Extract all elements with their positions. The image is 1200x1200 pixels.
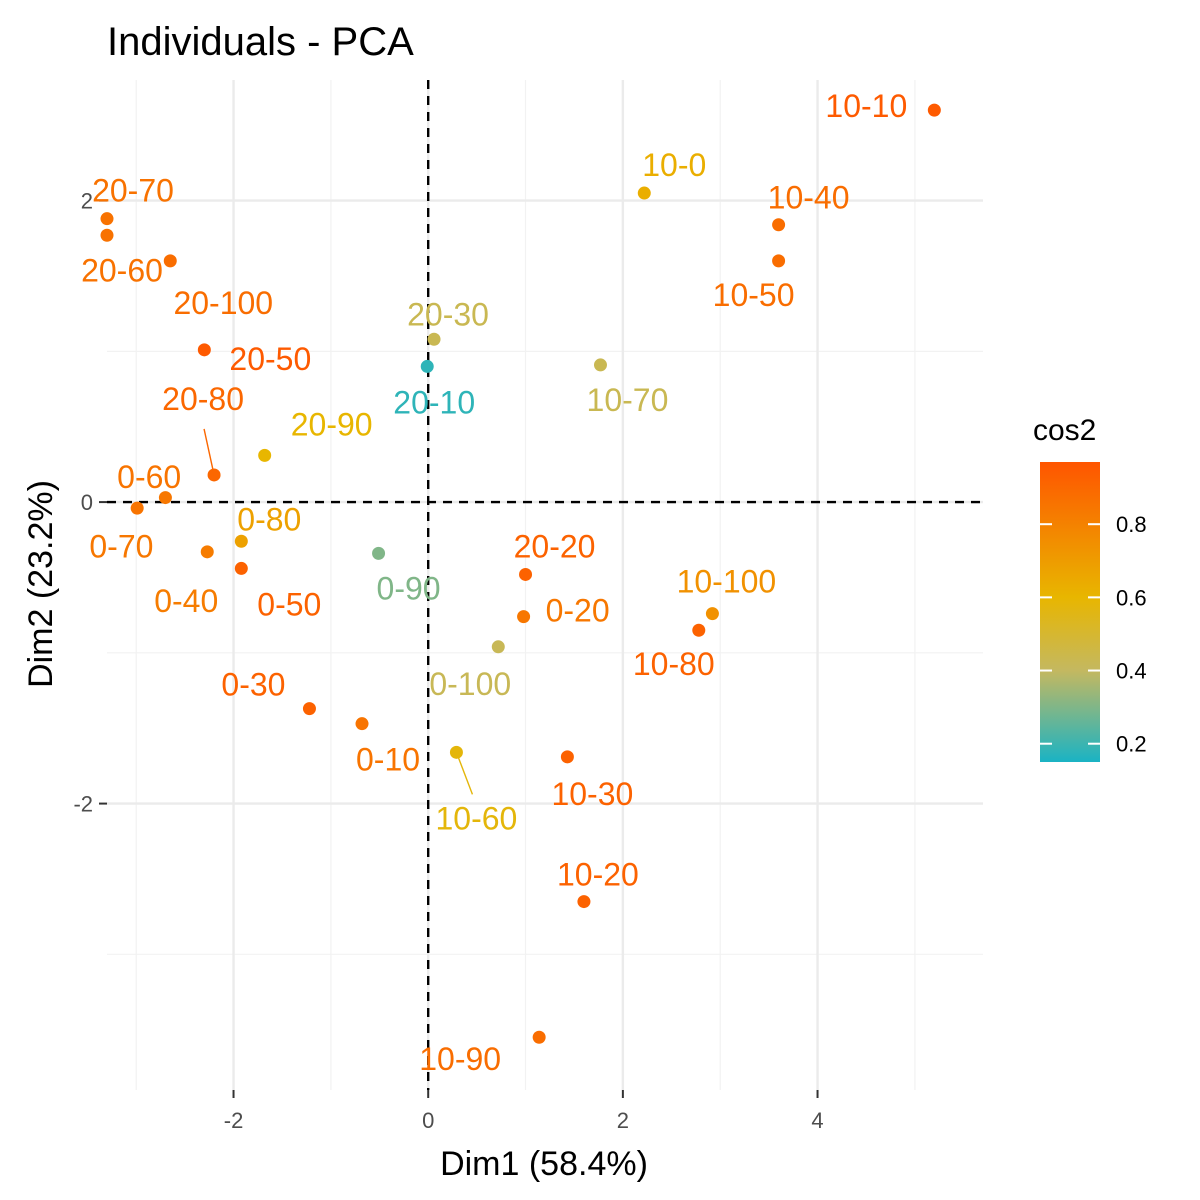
point-20-50 <box>197 343 211 357</box>
legend-ticks: 0.2 0.4 0.6 0.8 <box>1040 512 1147 757</box>
point-10-80 <box>692 623 706 637</box>
y-axis-label: Dim2 (23.2%) <box>22 480 60 688</box>
point-label-20-50: 20-50 <box>229 341 311 377</box>
point-20-20 <box>519 567 533 581</box>
points <box>100 103 941 1044</box>
reference-lines <box>107 80 983 1090</box>
point-0-20 <box>517 610 531 624</box>
point-label-20-90: 20-90 <box>291 406 373 442</box>
point-label-0-20: 0-20 <box>546 593 610 629</box>
y-tick-label: 2 <box>81 189 93 214</box>
point-0-100 <box>491 640 505 654</box>
point-10-70 <box>593 358 607 372</box>
point-10-100 <box>705 607 719 621</box>
point-label-10-0: 10-0 <box>642 147 706 183</box>
grid <box>107 80 983 1090</box>
point-label-20-20: 20-20 <box>514 528 596 564</box>
point-0-10 <box>355 717 369 731</box>
point-label-10-90: 10-90 <box>419 1041 501 1077</box>
point-label-10-100: 10-100 <box>677 564 777 600</box>
point-0-40 <box>200 545 214 559</box>
label-leader-line <box>455 752 474 795</box>
legend-colorbar <box>1040 462 1100 762</box>
point-label-0-10: 0-10 <box>356 742 420 778</box>
tick-labels: -2 0 2 4 -2 0 2 <box>73 189 823 1133</box>
point-label-20-100: 20-100 <box>173 285 273 321</box>
point-label-10-20: 10-20 <box>557 857 639 893</box>
point-label-10-40: 10-40 <box>768 180 850 216</box>
point-10-10 <box>927 103 941 117</box>
point-label-10-50: 10-50 <box>713 277 795 313</box>
point-20-10 <box>420 359 434 373</box>
point-label-20-10: 20-10 <box>393 384 475 420</box>
point-20-70 <box>100 212 114 226</box>
point-10-90 <box>532 1030 546 1044</box>
point-0-90 <box>372 546 386 560</box>
point-20-100 <box>163 254 177 268</box>
x-tick-label: -2 <box>224 1108 244 1133</box>
point-10-40 <box>772 218 786 232</box>
legend-title: cos2 <box>1033 414 1096 447</box>
point-label-0-90: 0-90 <box>377 570 441 606</box>
tick-marks <box>99 199 819 1098</box>
point-0-60 <box>130 501 144 515</box>
point-label-20-60: 20-60 <box>81 252 163 288</box>
point-20-90 <box>258 448 272 462</box>
point-0-50 <box>234 561 248 575</box>
x-tick-label: 0 <box>422 1108 434 1133</box>
point-10-20 <box>577 895 591 909</box>
point-label-0-80: 0-80 <box>237 501 301 537</box>
point-label-0-70: 0-70 <box>89 529 153 565</box>
legend-tick-label: 0.2 <box>1116 732 1147 757</box>
point-label-0-60: 0-60 <box>117 459 181 495</box>
point-label-10-80: 10-80 <box>633 646 715 682</box>
point-0-80 <box>234 534 248 548</box>
x-tick-label: 4 <box>811 1108 823 1133</box>
y-tick-label: -2 <box>73 792 93 817</box>
point-label-10-60: 10-60 <box>436 800 518 836</box>
point-0-70 <box>158 491 172 505</box>
point-10-30 <box>560 750 574 764</box>
legend-tick-label: 0.8 <box>1116 512 1147 537</box>
legend-tick-label: 0.4 <box>1116 659 1147 684</box>
color-legend: cos2 0.2 0.4 0.6 0.8 <box>1033 414 1147 762</box>
point-label-10-10: 10-10 <box>825 88 907 124</box>
x-tick-label: 2 <box>617 1108 629 1133</box>
chart-title: Individuals - PCA <box>107 20 414 64</box>
point-20-30 <box>427 332 441 346</box>
point-label-0-40: 0-40 <box>154 583 218 619</box>
point-label-0-50: 0-50 <box>257 586 321 622</box>
point-20-60 <box>100 228 114 242</box>
point-10-50 <box>772 254 786 268</box>
y-tick-label: 0 <box>81 490 93 515</box>
point-label-0-100: 0-100 <box>429 666 511 702</box>
x-axis-label: Dim1 (58.4%) <box>440 1145 648 1183</box>
label-leader-line <box>203 428 215 476</box>
point-label-20-70: 20-70 <box>92 173 174 209</box>
point-label-10-70: 10-70 <box>587 382 669 418</box>
point-label-0-30: 0-30 <box>221 667 285 703</box>
point-10-0 <box>637 186 651 200</box>
point-labels: 10-1010-010-4010-5020-7020-6020-10020-50… <box>81 88 907 1077</box>
point-label-20-80: 20-80 <box>162 381 244 417</box>
point-label-20-30: 20-30 <box>407 296 489 332</box>
point-0-30 <box>302 702 316 716</box>
legend-tick-label: 0.6 <box>1116 585 1147 610</box>
point-label-10-30: 10-30 <box>551 776 633 812</box>
